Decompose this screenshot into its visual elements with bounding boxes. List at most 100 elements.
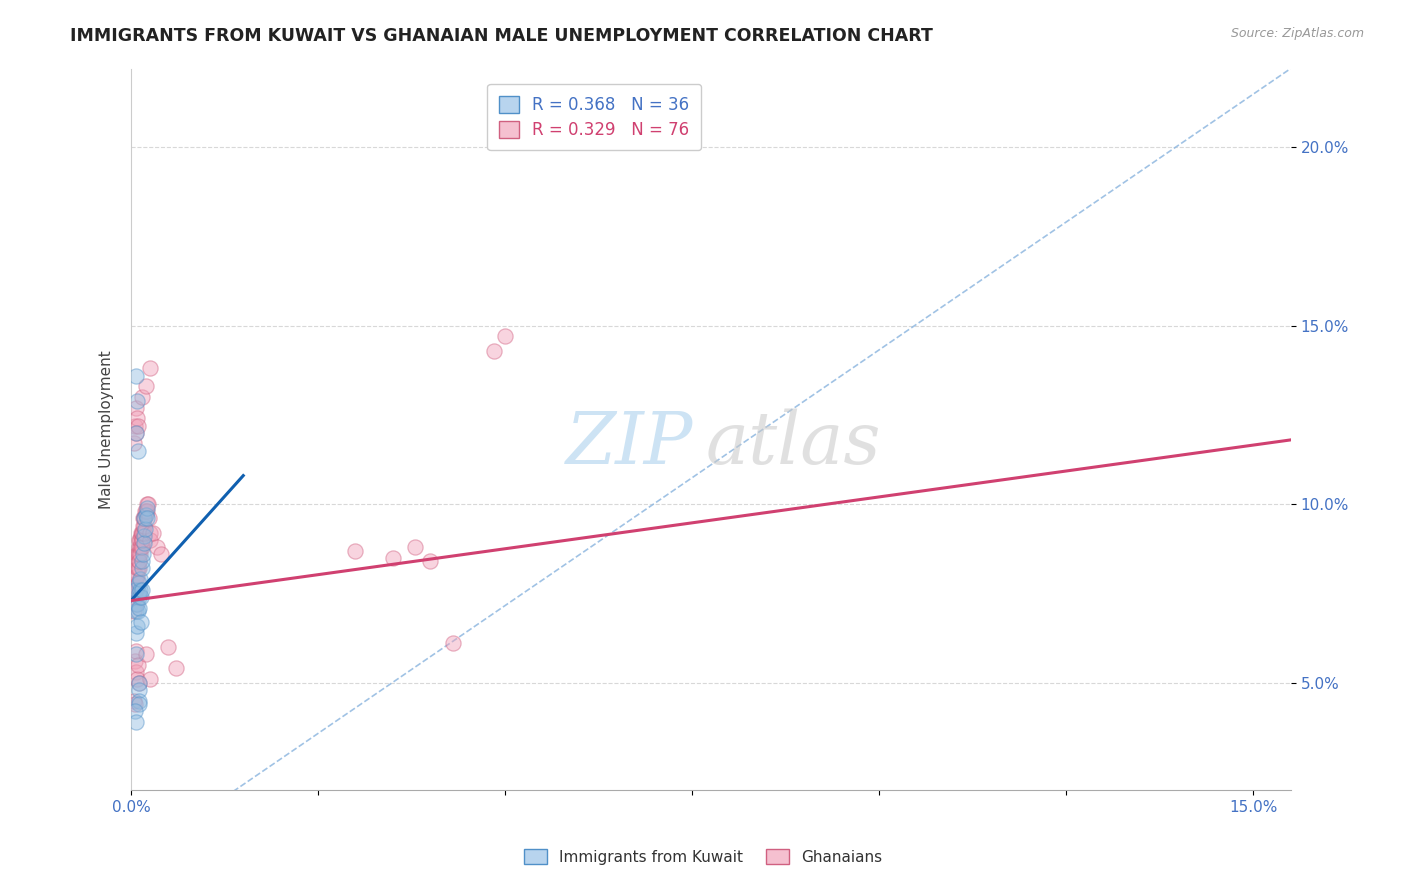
Point — [124, 604, 146, 618]
Point — [135, 500, 157, 515]
Point — [131, 561, 153, 575]
Point — [124, 697, 146, 711]
Point — [131, 554, 153, 568]
Point — [138, 525, 160, 540]
Point — [131, 533, 153, 547]
Point — [129, 547, 152, 561]
Point — [125, 582, 148, 597]
Point — [135, 504, 157, 518]
Point — [124, 714, 146, 729]
Point — [136, 504, 159, 518]
Point — [128, 561, 150, 575]
Point — [131, 525, 153, 540]
Point — [128, 600, 150, 615]
Point — [132, 518, 155, 533]
Point — [131, 525, 153, 540]
Point — [127, 443, 149, 458]
Point — [127, 561, 149, 575]
Point — [128, 586, 150, 600]
Point — [124, 418, 146, 433]
Point — [404, 540, 426, 554]
Text: IMMIGRANTS FROM KUWAIT VS GHANAIAN MALE UNEMPLOYMENT CORRELATION CHART: IMMIGRANTS FROM KUWAIT VS GHANAIAN MALE … — [70, 27, 934, 45]
Point — [142, 525, 165, 540]
Point — [122, 604, 145, 618]
Legend: R = 0.368   N = 36, R = 0.329   N = 76: R = 0.368 N = 36, R = 0.329 N = 76 — [488, 84, 702, 151]
Point — [127, 547, 149, 561]
Point — [129, 529, 152, 543]
Point — [129, 582, 152, 597]
Point — [125, 368, 148, 383]
Text: atlas: atlas — [704, 409, 880, 479]
Point — [135, 647, 157, 661]
Point — [125, 561, 148, 575]
Text: ZIP: ZIP — [567, 409, 693, 479]
Point — [132, 511, 155, 525]
Point — [128, 693, 150, 707]
Point — [149, 547, 172, 561]
Point — [124, 643, 146, 657]
Point — [165, 661, 187, 675]
Point — [127, 657, 149, 672]
Point — [122, 693, 145, 707]
Point — [128, 697, 150, 711]
Point — [132, 525, 155, 540]
Point — [128, 540, 150, 554]
Point — [135, 511, 157, 525]
Point — [494, 329, 516, 343]
Point — [128, 547, 150, 561]
Point — [138, 672, 160, 686]
Point — [134, 511, 156, 525]
Point — [135, 497, 157, 511]
Point — [128, 554, 150, 568]
Point — [128, 554, 150, 568]
Point — [129, 525, 152, 540]
Point — [134, 536, 156, 550]
Point — [124, 590, 146, 604]
Point — [124, 582, 146, 597]
Point — [125, 625, 148, 640]
Point — [441, 636, 464, 650]
Point — [125, 568, 148, 582]
Point — [139, 533, 162, 547]
Point — [125, 547, 148, 561]
Point — [124, 425, 146, 440]
Point — [125, 393, 148, 408]
Point — [132, 529, 155, 543]
Point — [125, 647, 148, 661]
Point — [125, 665, 148, 679]
Y-axis label: Male Unemployment: Male Unemployment — [100, 350, 114, 508]
Point — [124, 654, 146, 668]
Point — [132, 511, 155, 525]
Point — [138, 511, 160, 525]
Point — [129, 590, 152, 604]
Point — [125, 568, 148, 582]
Point — [124, 704, 146, 718]
Point — [122, 436, 145, 450]
Point — [125, 554, 148, 568]
Point — [124, 597, 146, 611]
Point — [381, 550, 404, 565]
Point — [125, 618, 148, 632]
Point — [131, 390, 153, 404]
Point — [132, 547, 155, 561]
Point — [124, 401, 146, 415]
Point — [131, 582, 153, 597]
Point — [135, 379, 157, 393]
Point — [134, 522, 156, 536]
Point — [138, 361, 160, 376]
Point — [344, 543, 367, 558]
Point — [129, 615, 152, 629]
Point — [157, 640, 180, 654]
Point — [419, 554, 441, 568]
Point — [131, 533, 153, 547]
Point — [127, 575, 149, 590]
Point — [134, 511, 156, 525]
Point — [128, 533, 150, 547]
Point — [134, 518, 156, 533]
Point — [136, 497, 159, 511]
Point — [127, 418, 149, 433]
Point — [131, 540, 153, 554]
Text: Source: ZipAtlas.com: Source: ZipAtlas.com — [1230, 27, 1364, 40]
Point — [129, 533, 152, 547]
Point — [146, 540, 169, 554]
